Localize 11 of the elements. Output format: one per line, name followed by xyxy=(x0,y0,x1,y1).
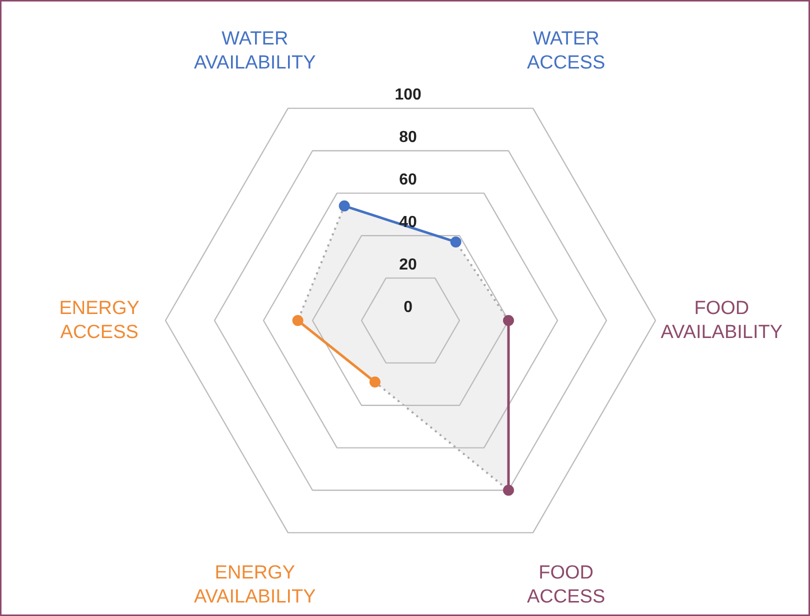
spoke-label: FOOD ACCESS xyxy=(527,562,606,608)
y-tick-label: 80 xyxy=(399,129,418,146)
spoke-label: ENERGY ACCESS xyxy=(59,298,140,344)
y-tick-label: 0 xyxy=(404,298,413,316)
y-tick-label: 60 xyxy=(399,171,418,188)
spoke-label: ENERGY AVAILABILITY xyxy=(194,562,316,608)
spoke-label: FOOD AVAILABILITY xyxy=(660,298,783,344)
y-tick-label: 100 xyxy=(394,86,422,104)
y-tick-label: 20 xyxy=(399,256,418,274)
spoke-label: WATER AVAILABILITY xyxy=(194,28,316,74)
spoke-label: WATER ACCESS xyxy=(527,28,606,74)
